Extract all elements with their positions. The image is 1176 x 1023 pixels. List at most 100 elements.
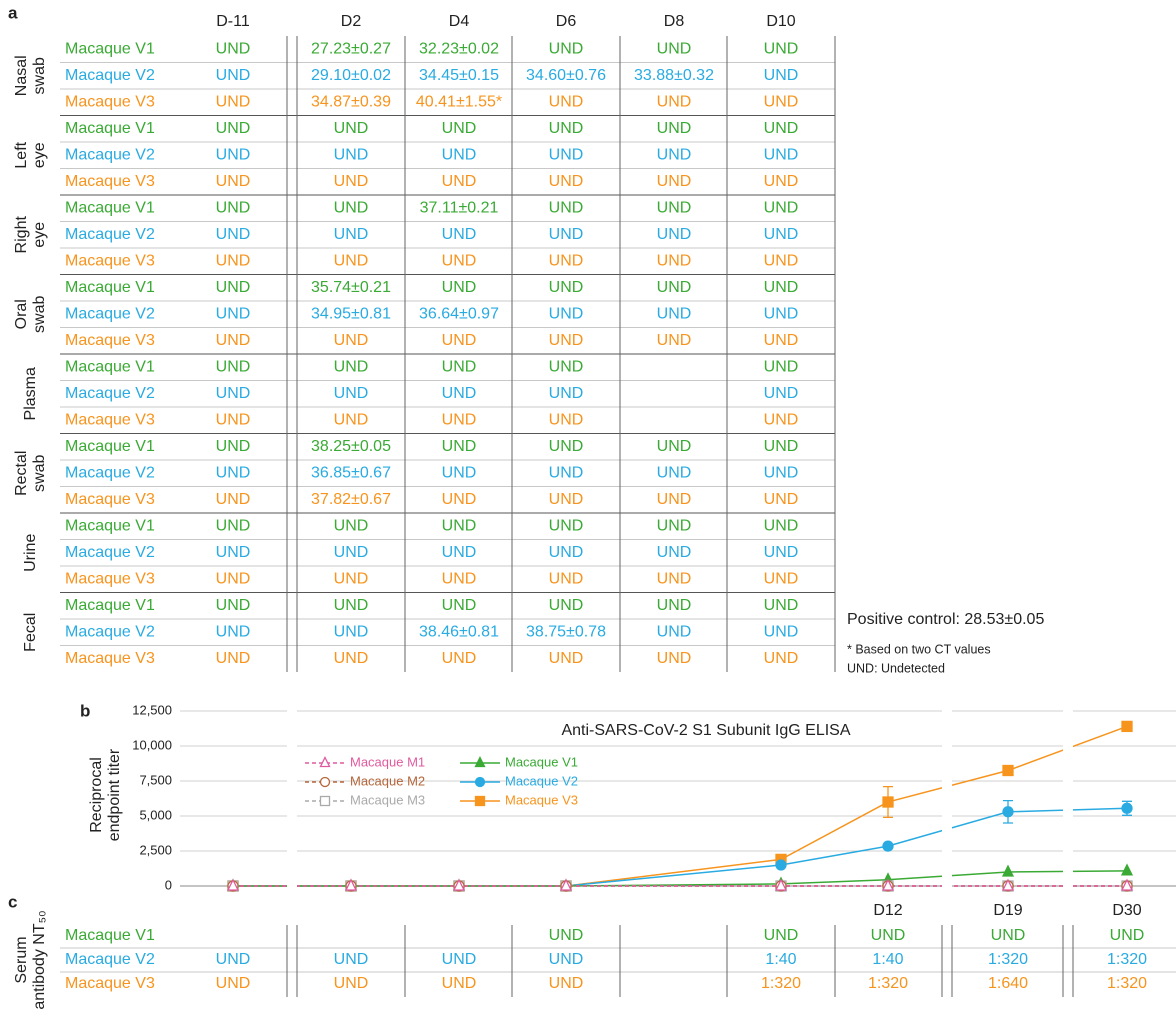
cell: UND xyxy=(549,570,584,587)
row-label: Macaque V3 xyxy=(65,570,155,587)
cell: UND xyxy=(549,597,584,614)
cell: UND xyxy=(657,40,692,57)
cell: UND xyxy=(549,93,584,110)
group-label: swab xyxy=(31,295,48,332)
axis-break xyxy=(1063,700,1073,892)
marker xyxy=(559,878,573,891)
row-label: Macaque V3 xyxy=(65,411,155,428)
y-tick-label: 5,000 xyxy=(139,807,172,822)
cell: UND xyxy=(764,67,799,84)
cell: 34.95±0.81 xyxy=(311,305,391,322)
y-tick-label: 7,500 xyxy=(139,772,172,787)
cell: 1:320 xyxy=(868,975,908,992)
legend-label: Macaque V2 xyxy=(505,773,578,788)
cell: UND xyxy=(442,650,477,667)
cell: UND xyxy=(216,120,251,137)
marker xyxy=(881,878,895,891)
cell: UND xyxy=(442,173,477,190)
marker xyxy=(1002,764,1014,777)
cell: UND xyxy=(549,951,584,968)
cell: 32.23±0.02 xyxy=(419,40,499,57)
cell: UND xyxy=(442,517,477,534)
cell: UND xyxy=(764,650,799,667)
legend-label: Macaque V1 xyxy=(505,754,578,769)
cell: 1:320 xyxy=(1107,951,1147,968)
cell: 36.85±0.67 xyxy=(311,464,391,481)
cell: UND xyxy=(657,623,692,640)
cell: UND xyxy=(216,438,251,455)
column-header: D8 xyxy=(664,13,685,30)
row-label: Macaque V1 xyxy=(65,40,155,57)
cell: UND xyxy=(216,40,251,57)
cell: UND xyxy=(216,650,251,667)
cell: UND xyxy=(442,120,477,137)
cell: UND xyxy=(549,385,584,402)
legend-marker xyxy=(319,756,331,768)
row-label: Macaque V2 xyxy=(65,305,155,322)
cell: 38.46±0.81 xyxy=(419,623,499,640)
series-line xyxy=(233,807,1128,887)
cell: 37.11±0.21 xyxy=(420,199,499,216)
cell: UND xyxy=(334,358,369,375)
cell: 27.23±0.27 xyxy=(311,40,391,57)
cell: UND xyxy=(549,411,584,428)
cell: UND xyxy=(764,120,799,137)
column-header: D6 xyxy=(556,13,577,30)
cell: UND xyxy=(764,385,799,402)
group-label: Fecal xyxy=(22,613,39,652)
cell: UND xyxy=(216,623,251,640)
cell: UND xyxy=(657,544,692,561)
cell: 34.45±0.15 xyxy=(419,67,499,84)
group-label: swab xyxy=(31,454,48,491)
marker xyxy=(1121,720,1133,733)
cell: UND xyxy=(334,570,369,587)
marker xyxy=(1120,863,1134,876)
cell: UND xyxy=(764,146,799,163)
cell: UND xyxy=(442,332,477,349)
note: UND: Undetected xyxy=(847,661,945,675)
marker xyxy=(882,840,894,852)
cell: UND xyxy=(764,173,799,190)
cell: UND xyxy=(549,358,584,375)
cell: UND xyxy=(442,491,477,508)
row-label: Macaque V3 xyxy=(65,491,155,508)
cell: UND xyxy=(334,332,369,349)
cell: UND xyxy=(334,199,369,216)
row-label: Macaque V1 xyxy=(65,120,155,137)
cell: UND xyxy=(657,517,692,534)
axis-break xyxy=(942,700,952,892)
cell: UND xyxy=(764,927,799,944)
cell: UND xyxy=(334,975,369,992)
cell: UND xyxy=(764,93,799,110)
column-header: D4 xyxy=(449,13,470,30)
marker xyxy=(452,878,466,891)
cell: UND xyxy=(442,146,477,163)
cell: UND xyxy=(549,927,584,944)
cell: UND xyxy=(334,623,369,640)
column-header: D-11 xyxy=(216,13,250,30)
row-label: Macaque V1 xyxy=(65,279,155,296)
cell: UND xyxy=(216,93,251,110)
cell: UND xyxy=(764,226,799,243)
cell: 35.74±0.21 xyxy=(311,279,391,296)
row-label: Macaque V2 xyxy=(65,544,155,561)
cell: UND xyxy=(216,975,251,992)
panel-label: c xyxy=(8,892,17,911)
cell: UND xyxy=(442,226,477,243)
cell: UND xyxy=(334,650,369,667)
group-label: Rectal xyxy=(13,451,30,496)
row-label: Macaque V2 xyxy=(65,226,155,243)
cell: 1:40 xyxy=(765,951,796,968)
group-label: Left xyxy=(13,141,30,168)
cell: UND xyxy=(764,279,799,296)
group-label: eye xyxy=(31,142,48,168)
cell: UND xyxy=(657,491,692,508)
marker xyxy=(1121,802,1133,814)
x-tick-label: D12 xyxy=(873,902,902,919)
cell: 36.64±0.97 xyxy=(419,305,499,322)
cell: UND xyxy=(442,464,477,481)
marker xyxy=(1001,864,1015,877)
cell: UND xyxy=(764,438,799,455)
group-label: Right xyxy=(13,216,30,254)
cell: UND xyxy=(871,927,906,944)
